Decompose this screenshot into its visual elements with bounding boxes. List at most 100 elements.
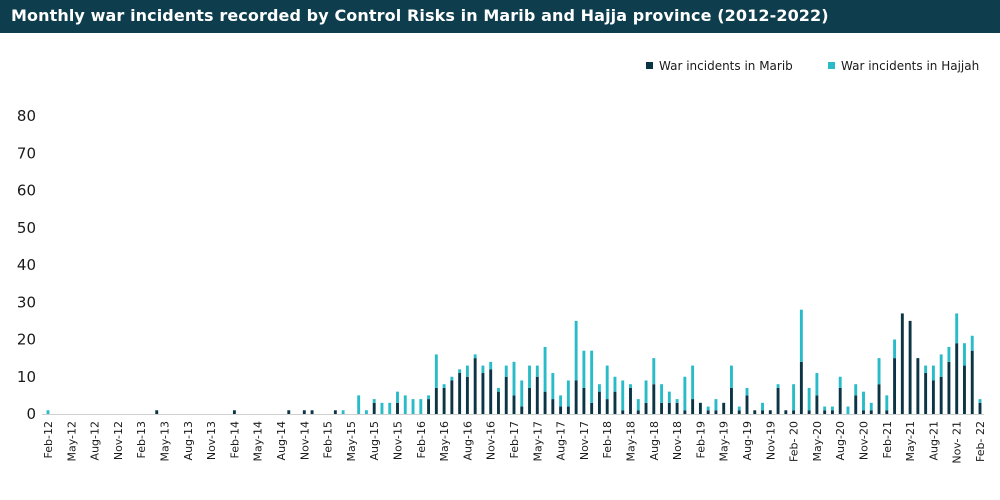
bar-hajjah <box>924 365 928 374</box>
bar-hajjah <box>706 406 710 411</box>
bar-marib <box>931 380 935 414</box>
y-axis-ticks: 0 10 20 30 40 50 60 70 80 <box>17 107 36 423</box>
bar-marib <box>691 399 695 414</box>
bar-hajjah <box>955 313 959 344</box>
x-tick-label: May-16 <box>438 421 451 462</box>
bar-hajjah <box>978 399 982 403</box>
bar-hajjah <box>497 387 500 392</box>
x-tick-label: Nov-18 <box>671 421 684 460</box>
bar-marib <box>799 361 803 414</box>
bar-hajjah <box>481 365 485 374</box>
x-tick-label: Aug-18 <box>648 421 661 460</box>
bar-hajjah <box>730 365 733 388</box>
bar-marib <box>730 387 733 414</box>
bar-marib <box>667 402 671 414</box>
bar-marib <box>621 410 625 414</box>
bar-hajjah <box>396 391 399 403</box>
bar-hajjah <box>660 384 664 403</box>
bar-marib <box>745 395 749 414</box>
y-tick-label: 40 <box>17 256 36 274</box>
x-tick-label: Nov-19 <box>764 421 777 460</box>
bar-marib <box>722 402 726 414</box>
bar-hajjah <box>862 391 865 411</box>
bar-hajjah <box>869 402 873 411</box>
bar-hajjah <box>489 361 493 370</box>
x-tick-label: May-18 <box>625 421 638 462</box>
x-tick-label: Aug-19 <box>741 421 754 460</box>
bar-hajjah <box>535 365 539 377</box>
bar-hajjah <box>877 358 881 385</box>
bar-marib <box>714 410 718 414</box>
bar-marib <box>597 391 601 414</box>
bar-marib <box>815 395 819 414</box>
bar-hajjah <box>691 365 695 400</box>
bar-hajjah <box>629 384 632 388</box>
bar-marib <box>520 406 524 414</box>
bar-hajjah <box>551 373 555 400</box>
bar-marib <box>784 410 788 414</box>
bar-marib <box>232 410 236 414</box>
bar-marib <box>924 373 928 414</box>
bar-marib <box>939 376 943 414</box>
bar-marib <box>442 387 446 414</box>
bar-hajjah <box>458 369 462 374</box>
bar-marib <box>372 402 376 414</box>
legend-swatch <box>828 62 835 69</box>
bar-marib <box>504 376 508 414</box>
bar-hajjah <box>605 365 609 400</box>
x-tick-label: Feb-16 <box>415 421 428 458</box>
bar-hajjah <box>792 384 796 411</box>
bar-marib <box>574 380 578 414</box>
bar-marib <box>823 410 827 414</box>
bar-marib <box>458 373 462 414</box>
bar-hajjah <box>372 399 376 403</box>
bar-hajjah <box>613 376 617 392</box>
bar-marib <box>310 410 314 414</box>
bar-marib <box>830 410 834 414</box>
legend-label: War incidents in Hajjah <box>841 59 979 73</box>
bar-hajjah <box>931 365 935 381</box>
bar-hajjah <box>815 373 819 396</box>
bar-marib <box>776 387 780 414</box>
bar-marib <box>512 395 516 414</box>
x-tick-label: Feb-13 <box>135 421 148 458</box>
x-tick-label: Aug-15 <box>368 421 381 460</box>
x-tick-label: Feb- 20 <box>788 421 801 462</box>
x-tick-label: Aug-20 <box>834 421 847 460</box>
bar-marib <box>877 384 881 414</box>
x-tick-label: May-12 <box>65 421 78 462</box>
y-tick-label: 10 <box>17 368 36 386</box>
x-tick-label: Aug-21 <box>927 421 940 460</box>
x-tick-label: Nov-15 <box>392 421 405 460</box>
bar-hajjah <box>970 335 974 351</box>
x-tick-label: Feb-12 <box>42 421 55 458</box>
bar-marib <box>636 410 640 414</box>
y-tick-label: 0 <box>26 405 36 423</box>
bar-hajjah <box>403 395 407 414</box>
bar-marib <box>761 410 764 414</box>
bar-marib <box>683 410 687 414</box>
bar-marib <box>605 399 609 414</box>
x-tick-label: May-20 <box>811 421 824 462</box>
bar-hajjah <box>737 406 741 411</box>
x-tick-label: Aug-13 <box>182 421 195 460</box>
y-tick-label: 80 <box>17 107 36 125</box>
x-tick-label: Aug-16 <box>461 421 474 460</box>
bar-hajjah <box>364 410 368 414</box>
bar-marib <box>465 376 469 414</box>
x-tick-label: Nov- 21 <box>951 421 964 464</box>
bar-hajjah <box>465 365 469 377</box>
bar-marib <box>893 358 897 414</box>
bar-marib <box>644 402 648 414</box>
bar-hajjah <box>411 399 415 414</box>
bar-hajjah <box>473 354 477 359</box>
bar-marib <box>753 410 757 414</box>
bar-hajjah <box>823 406 827 411</box>
bar-marib <box>978 402 982 414</box>
x-tick-label: Feb-14 <box>228 421 241 458</box>
bar-hajjah <box>434 354 438 388</box>
bar-hajjah <box>893 339 897 359</box>
bar-hajjah <box>520 380 524 407</box>
chart-title: Monthly war incidents recorded by Contro… <box>11 6 829 25</box>
bar-hajjah <box>388 402 392 414</box>
